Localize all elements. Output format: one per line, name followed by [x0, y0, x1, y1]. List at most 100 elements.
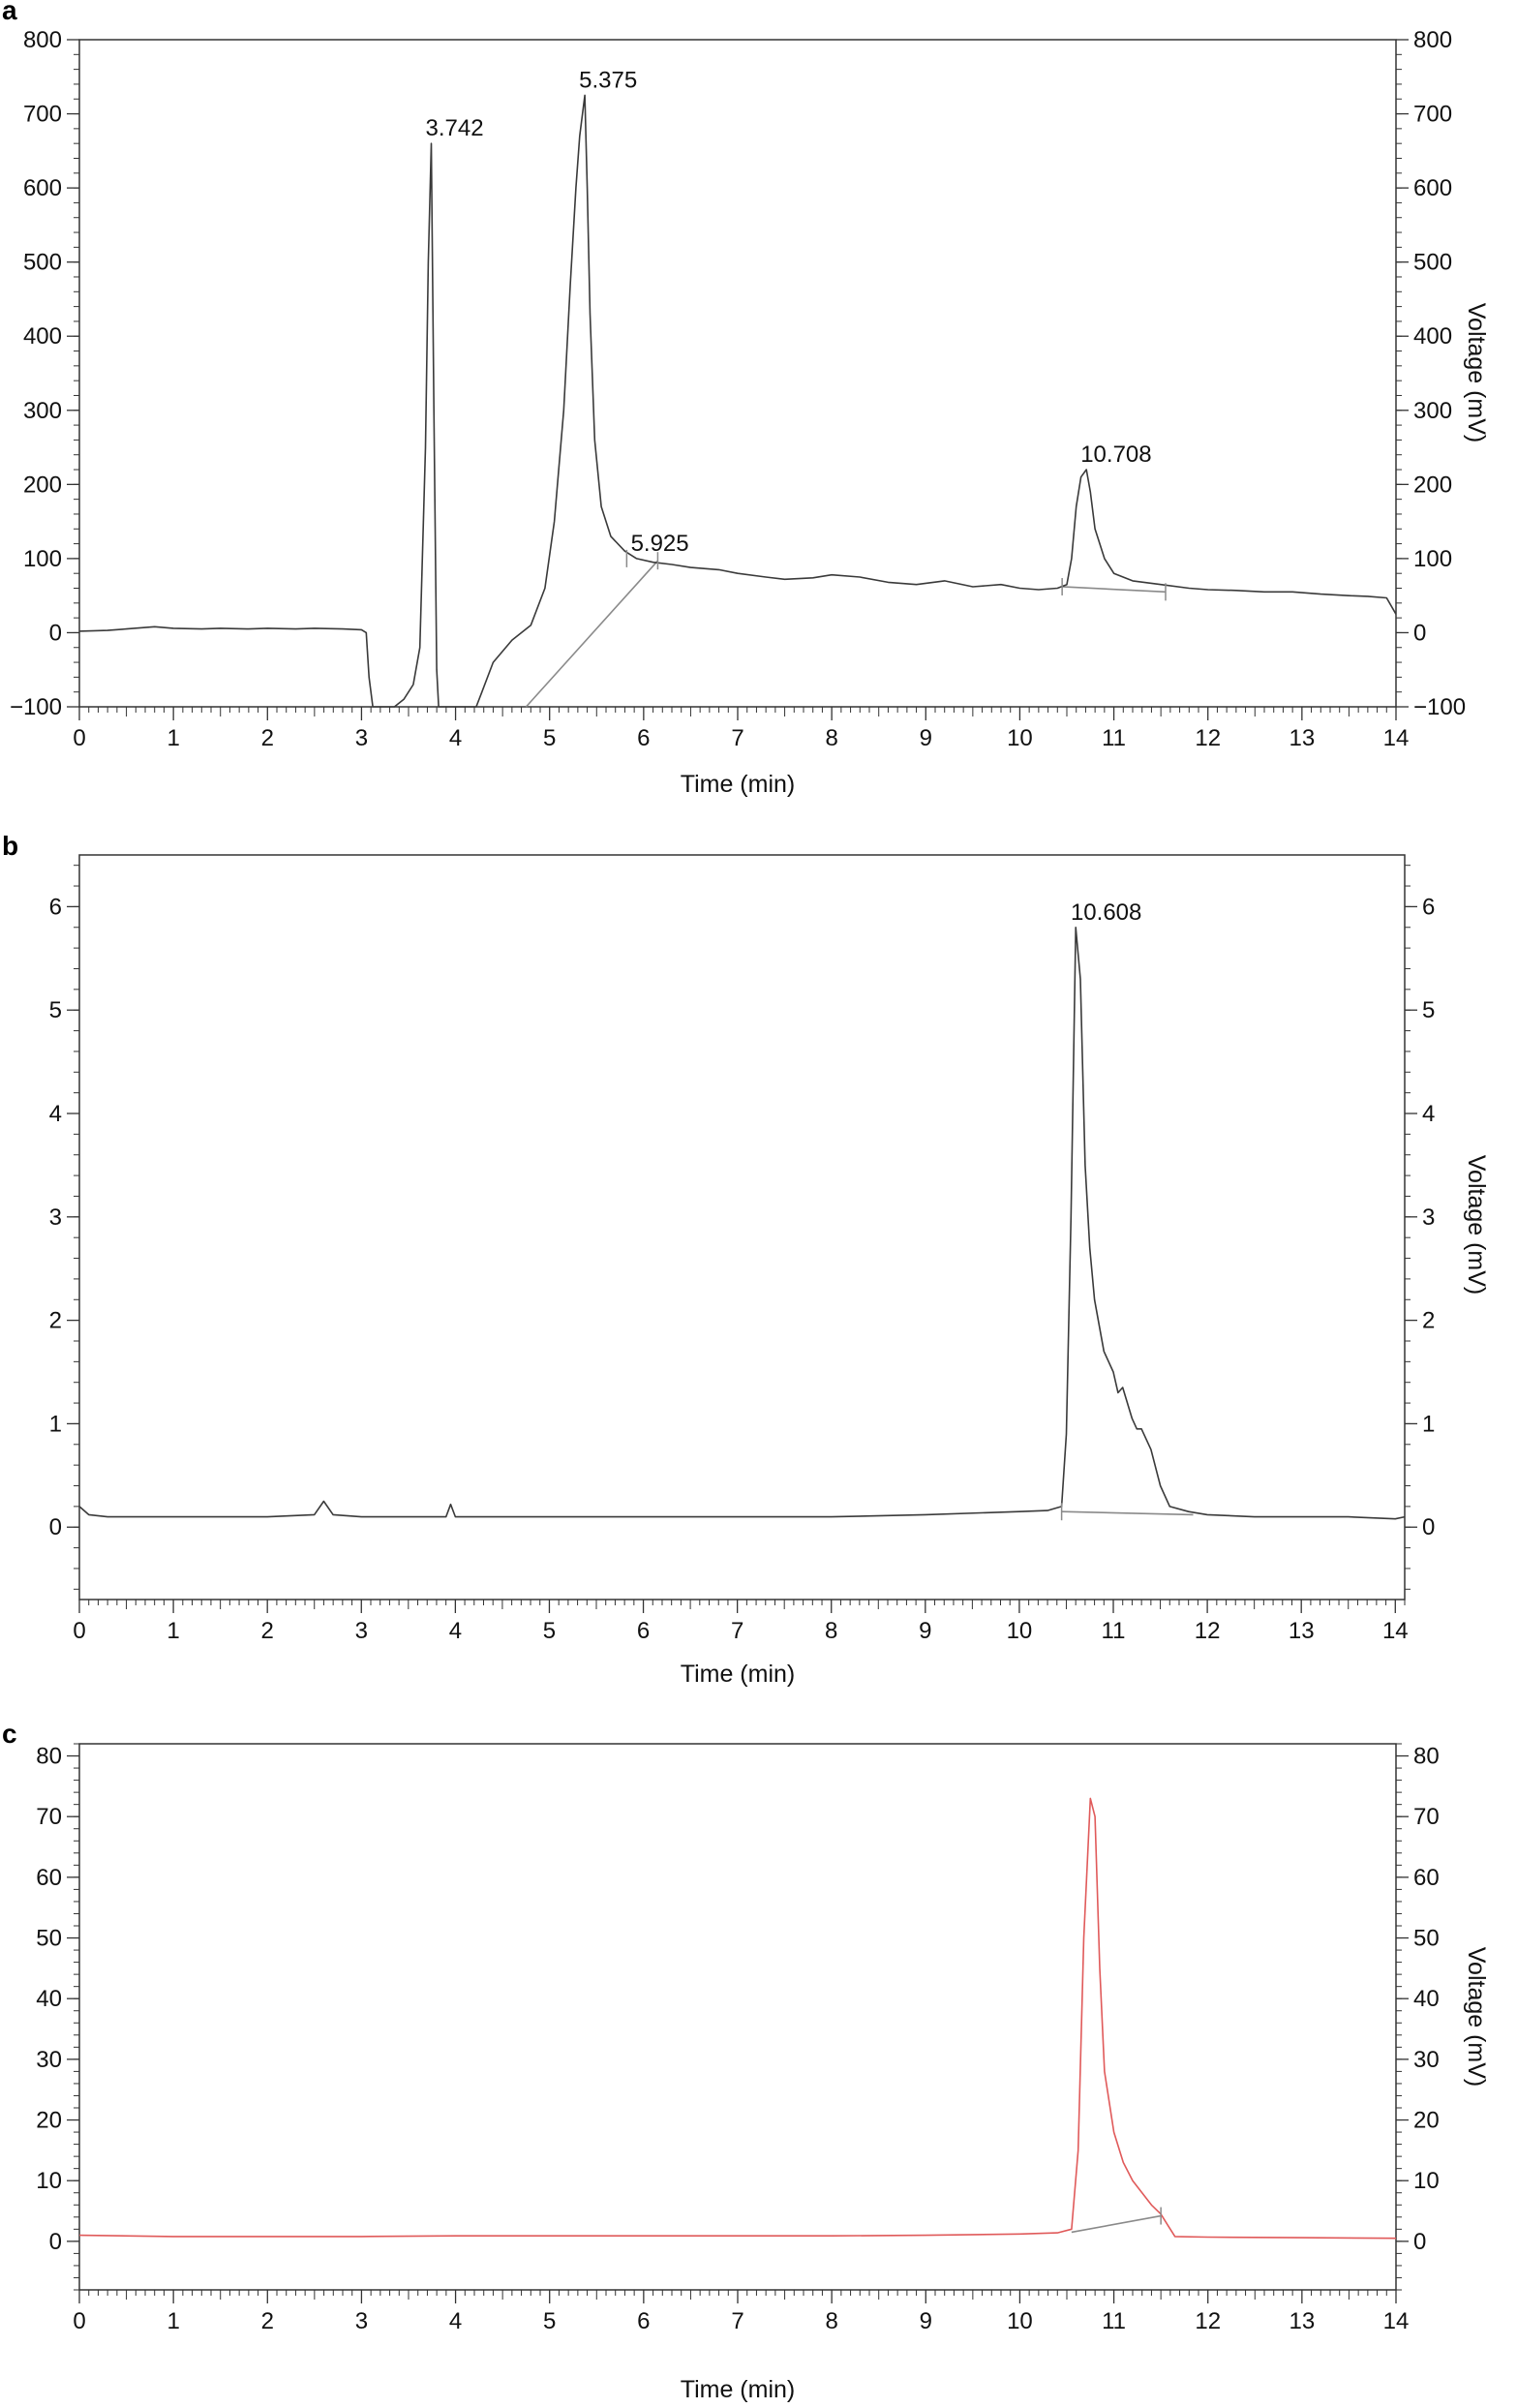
peak-labels-a: 3.742 5.375 5.925 10.708 [426, 67, 1152, 556]
plot-frame-b [78, 854, 1406, 1600]
x-tick-label: 5 [543, 2308, 556, 2334]
peak-label: 5.375 [579, 67, 637, 93]
x-tick-label: 14 [1382, 1618, 1409, 1644]
x-tick-label: 10 [1007, 2308, 1033, 2334]
x-tick-label: 1 [167, 2308, 179, 2334]
baselines-c [1071, 2214, 1162, 2234]
y-tick-label-right: 20 [1413, 2108, 1440, 2134]
y-tick-label-left: 100 [23, 546, 62, 572]
y-tick-label-left: 0 [49, 2229, 62, 2255]
x-tick-label: 11 [1102, 2308, 1126, 2334]
y-tick-label-right: 6 [1422, 894, 1435, 920]
x-tick-label: 3 [355, 725, 368, 751]
y-axis-c: 0 0 10 10 20 20 30 30 40 40 50 50 60 60 70 70 80 80 [36, 1743, 1440, 2291]
y-tick-label-left: 300 [23, 398, 62, 424]
y-tick-label-left: 1 [49, 1411, 62, 1437]
y-tick-label-right: 100 [1413, 546, 1452, 572]
baselines-b [1061, 1510, 1194, 1516]
y-axis-a: −100 −100 0 0 100 100 200 200 300 300 400 400 500 500… [10, 27, 1466, 720]
y-tick-label-left: 30 [36, 2047, 62, 2073]
x-tick-label: 14 [1383, 2308, 1410, 2334]
y-tick-label-right: 30 [1413, 2047, 1440, 2073]
series-b [78, 926, 1406, 1520]
y-tick-label-left: 400 [23, 323, 62, 350]
y-tick-label-right: 60 [1413, 1865, 1440, 1891]
y-tick-label-right: 80 [1413, 1744, 1440, 1770]
y-tick-label-right: 1 [1422, 1411, 1435, 1437]
y-tick-label-left: 60 [36, 1865, 62, 1891]
y-tick-label-right: 70 [1413, 1804, 1440, 1830]
x-tick-label: 4 [449, 725, 462, 751]
x-tick-label: 8 [825, 1618, 837, 1644]
x-tick-label: 7 [731, 2308, 743, 2334]
x-tick-label: 7 [731, 725, 743, 751]
x-tick-label: 13 [1289, 2308, 1316, 2334]
y-tick-label-right: 600 [1413, 175, 1452, 201]
panel-letter-b: b [2, 831, 18, 861]
y-tick-label-right: 5 [1422, 997, 1435, 1023]
y-axis-title-right-a: Voltage (mV) [1463, 303, 1490, 443]
x-tick-label: 5 [543, 1618, 556, 1644]
x-tick-label: 2 [261, 1618, 274, 1644]
y-tick-label-left: 500 [23, 250, 62, 276]
y-tick-label-left: 40 [36, 1986, 62, 2012]
peak-label: 10.708 [1080, 442, 1151, 468]
y-tick-label-right: 300 [1413, 398, 1452, 424]
panel-letter-a: a [2, 0, 17, 25]
peak-label: 10.608 [1071, 899, 1141, 926]
y-tick-label-left: 4 [49, 1101, 62, 1127]
y-axis-b: 0 0 1 1 2 2 3 3 4 4 5 5 6 6 [49, 865, 1435, 1590]
x-tick-label: 5 [543, 725, 556, 751]
x-tick-label: 6 [637, 1618, 650, 1644]
y-tick-label-left: 0 [49, 1514, 62, 1540]
y-tick-label-right: 0 [1413, 2229, 1426, 2255]
y-tick-label-left: 5 [49, 997, 62, 1023]
y-tick-label-right: 40 [1413, 1986, 1440, 2012]
x-tick-label: 13 [1289, 1618, 1315, 1644]
y-tick-label-right: 800 [1413, 27, 1452, 53]
x-tick-label: 6 [637, 2308, 650, 2334]
y-tick-label-left: 3 [49, 1204, 62, 1231]
series-c [78, 1797, 1397, 2240]
x-axis-title-a: Time (min) [681, 771, 796, 798]
y-tick-label-left: 70 [36, 1804, 62, 1830]
x-tick-label: 10 [1007, 1618, 1033, 1644]
y-axis-title-right-b: Voltage (mV) [1463, 1155, 1490, 1295]
x-tick-label: 1 [167, 1618, 179, 1644]
y-tick-label-left: 80 [36, 1744, 62, 1770]
x-tick-label: 10 [1007, 725, 1033, 751]
y-axis-title-right-c: Voltage (mV) [1463, 1947, 1490, 2088]
y-tick-label-right: 10 [1413, 2168, 1440, 2194]
y-tick-label-left: 800 [23, 27, 62, 53]
x-tick-label: 1 [167, 725, 179, 751]
x-axis-title-c: Time (min) [681, 2376, 796, 2403]
y-tick-label-left: 50 [36, 1926, 62, 1952]
panel-letter-c: c [2, 1719, 17, 1749]
x-axis-c: 0 1 2 3 4 5 6 7 8 9 10 11 12 13 14 [73, 2290, 1409, 2334]
y-tick-label-right: 3 [1422, 1204, 1435, 1231]
y-tick-label-left: 0 [49, 620, 62, 646]
x-tick-label: 2 [261, 725, 274, 751]
y-tick-label-right: 0 [1413, 620, 1426, 646]
x-axis-title-b: Time (min) [681, 1661, 796, 1688]
y-tick-label-right: −100 [1413, 694, 1466, 720]
series-a [78, 94, 1397, 708]
baselines-a [525, 560, 1167, 708]
y-tick-label-right: 400 [1413, 323, 1452, 350]
x-tick-label: 8 [825, 725, 837, 751]
integration-baseline [1062, 586, 1167, 594]
chromatogram-trace [78, 1797, 1397, 2240]
x-tick-label: 8 [825, 2308, 837, 2334]
integration-baseline [1071, 2214, 1162, 2234]
x-tick-label: 9 [919, 1618, 931, 1644]
x-tick-label: 11 [1102, 1618, 1126, 1644]
x-tick-label: 3 [355, 1618, 368, 1644]
x-tick-label: 11 [1102, 725, 1126, 751]
x-tick-label: 9 [920, 2308, 932, 2334]
y-tick-label-right: 200 [1413, 472, 1452, 498]
x-tick-label: 12 [1195, 1618, 1221, 1644]
peak-labels-b: 10.608 [1071, 899, 1141, 926]
y-tick-label-left: 700 [23, 102, 62, 128]
